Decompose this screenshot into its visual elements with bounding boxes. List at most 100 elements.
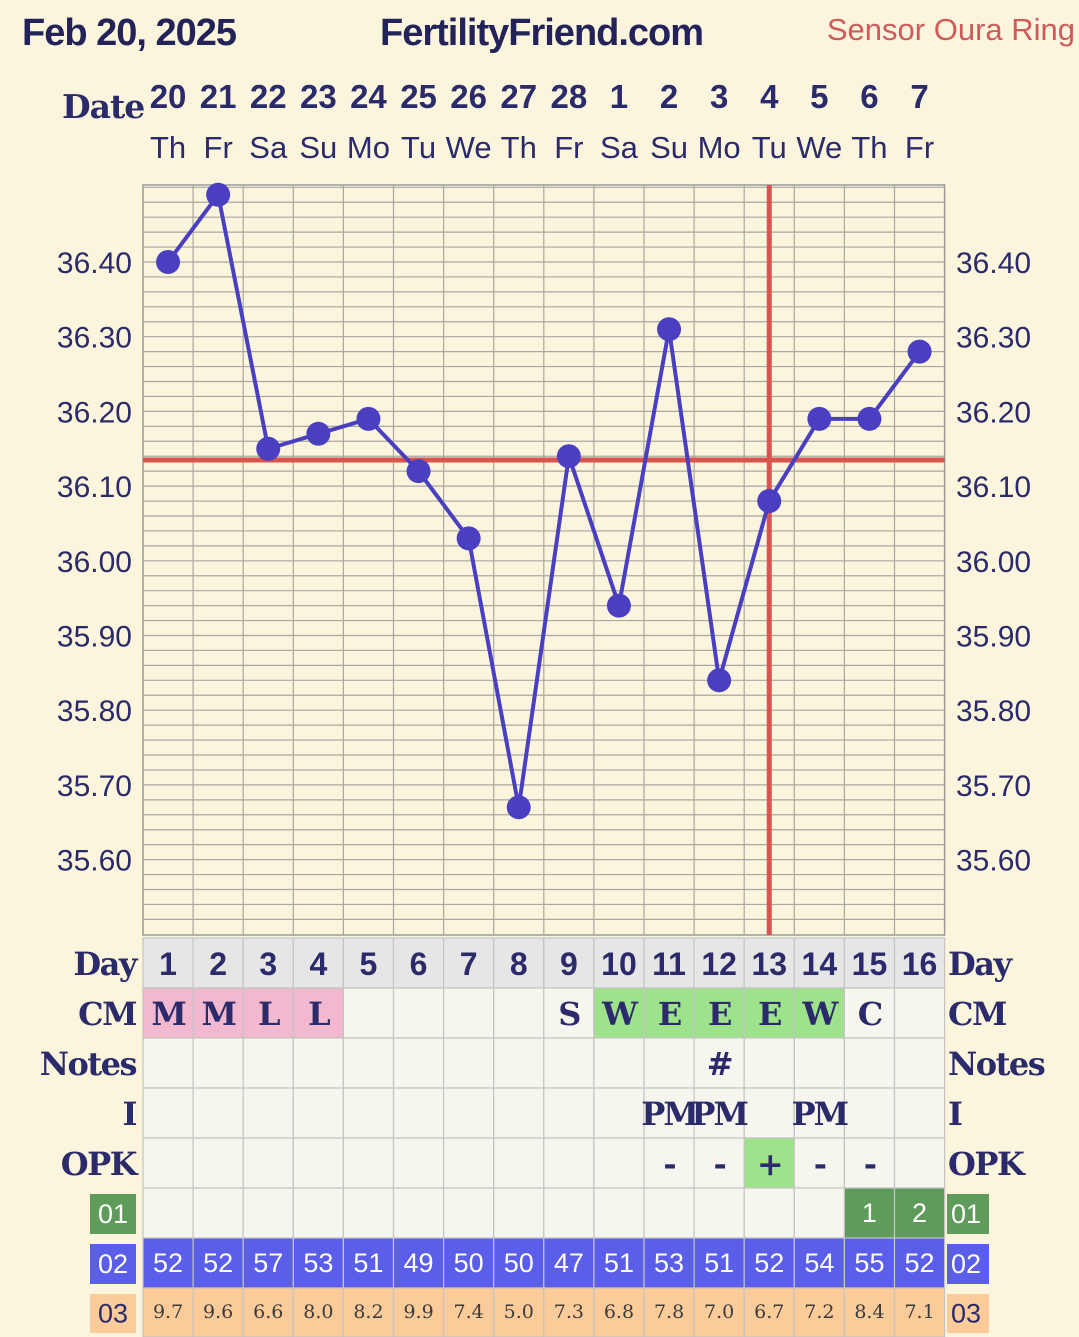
opk-cell [242,1137,294,1189]
weekday-tick-label: Fr [554,130,583,165]
y-tick-label-right: 36.00 [956,546,1031,579]
cycle-day: 11 [652,946,686,982]
cm-cell [893,987,946,1039]
badge-r02 [90,1244,136,1284]
notes-cell [843,1037,896,1089]
cycle-day: 3 [259,946,277,982]
r02-value: 49 [404,1248,434,1278]
r01-cell [643,1187,695,1239]
temperature-point [857,406,882,431]
opk-value: - [714,1145,726,1183]
row-label-i: I [123,1095,137,1133]
r03-value: 5.0 [504,1301,534,1323]
temperature-line [166,189,922,808]
opk-cell [793,1137,845,1189]
y-tick-label-left: 36.10 [57,471,132,504]
date-tick-label: 20 [150,78,187,115]
weekday-tick-label: Sa [600,130,639,165]
i-value: PM [691,1095,747,1133]
date-tick-label: 3 [710,78,728,115]
y-tick-label-left: 35.70 [57,770,132,803]
notes-value: # [707,1045,732,1083]
badge-r01 [90,1194,136,1234]
r02-value: 50 [504,1248,534,1278]
r01-cell [392,1187,445,1239]
date-tick-label: 22 [250,78,287,115]
row-label-cm-right: CM [948,995,1006,1033]
date-tick-label: 28 [550,78,587,115]
cm-cell [242,987,294,1039]
day-cell [142,937,194,989]
row-label-r02: 02 [98,1249,128,1279]
cycle-day: 10 [601,946,637,982]
cm-value: E [758,995,781,1033]
day-cell [493,937,545,989]
r03-value: 7.4 [454,1301,484,1323]
day-cell [643,937,695,989]
r01-cell [543,1187,595,1239]
r03-value: 7.2 [804,1301,834,1323]
cm-value: L [258,995,280,1033]
cm-value: E [708,995,731,1033]
date-tick-label: 7 [910,78,928,115]
r01-cell [743,1187,795,1239]
date-tick-label: 5 [810,78,828,115]
r03-value: 6.8 [604,1301,634,1323]
temperature-point [506,795,531,820]
y-tick-label-left: 35.80 [57,695,132,728]
temperature-point [206,182,231,207]
row-label-day: Day [73,945,138,983]
temperature-point [606,593,631,618]
r02-value: 51 [353,1248,383,1278]
opk-value: - [663,1145,675,1183]
y-tick-label-right: 35.90 [956,621,1031,654]
i-cell [743,1087,795,1139]
date-tick-label: 25 [400,78,437,115]
cycle-day: 14 [802,946,838,982]
i-cell [192,1087,244,1139]
weekday-tick-label: Tu [752,130,787,165]
row-label-r02-right: 02 [951,1249,981,1279]
temperature-point [406,459,431,484]
r01-cell [142,1187,194,1239]
cycle-day: 16 [902,946,938,982]
r02-cell [142,1237,194,1289]
y-tick-label-left: 35.60 [57,845,132,878]
notes-cell [743,1037,795,1089]
r02-value: 50 [454,1248,484,1278]
temperature-point [757,489,782,514]
r02-value: 52 [203,1248,233,1278]
temperature-point [556,444,581,469]
cycle-day: 12 [701,946,737,982]
r02-value: 52 [153,1248,183,1278]
day-cell [593,937,645,989]
weekday-tick-label: Tu [401,130,436,165]
y-tick-label-left: 36.00 [57,546,132,579]
r01-cell [192,1187,244,1239]
weekday-tick-label: Mo [698,130,741,165]
r02-value: 47 [554,1248,584,1278]
r02-value: 57 [253,1248,283,1278]
weekday-tick-label: Sa [249,130,288,165]
r02-value: 53 [654,1248,684,1278]
row-label-opk-right: OPK [948,1145,1026,1183]
r03-value: 7.0 [704,1301,734,1323]
date-tick-label: 21 [200,78,237,115]
r03-cell [342,1287,395,1337]
weekday-tick-label: We [796,130,842,165]
r02-cell [743,1237,795,1289]
cycle-day: 9 [560,946,578,982]
cm-value: M [151,995,185,1033]
day-cell [893,937,946,989]
cm-value: L [308,995,330,1033]
i-cell [292,1087,344,1139]
y-tick-label-right: 36.10 [956,471,1031,504]
weekday-tick-label: Th [851,130,887,165]
weekday-tick-label: Fr [905,130,934,165]
cm-cell [793,987,845,1039]
badge-r03-right [947,1294,989,1333]
cm-cell [142,987,194,1039]
opk-cell [593,1137,645,1189]
cycle-day: 2 [209,946,227,982]
row-label-r01-right: 01 [951,1199,981,1229]
